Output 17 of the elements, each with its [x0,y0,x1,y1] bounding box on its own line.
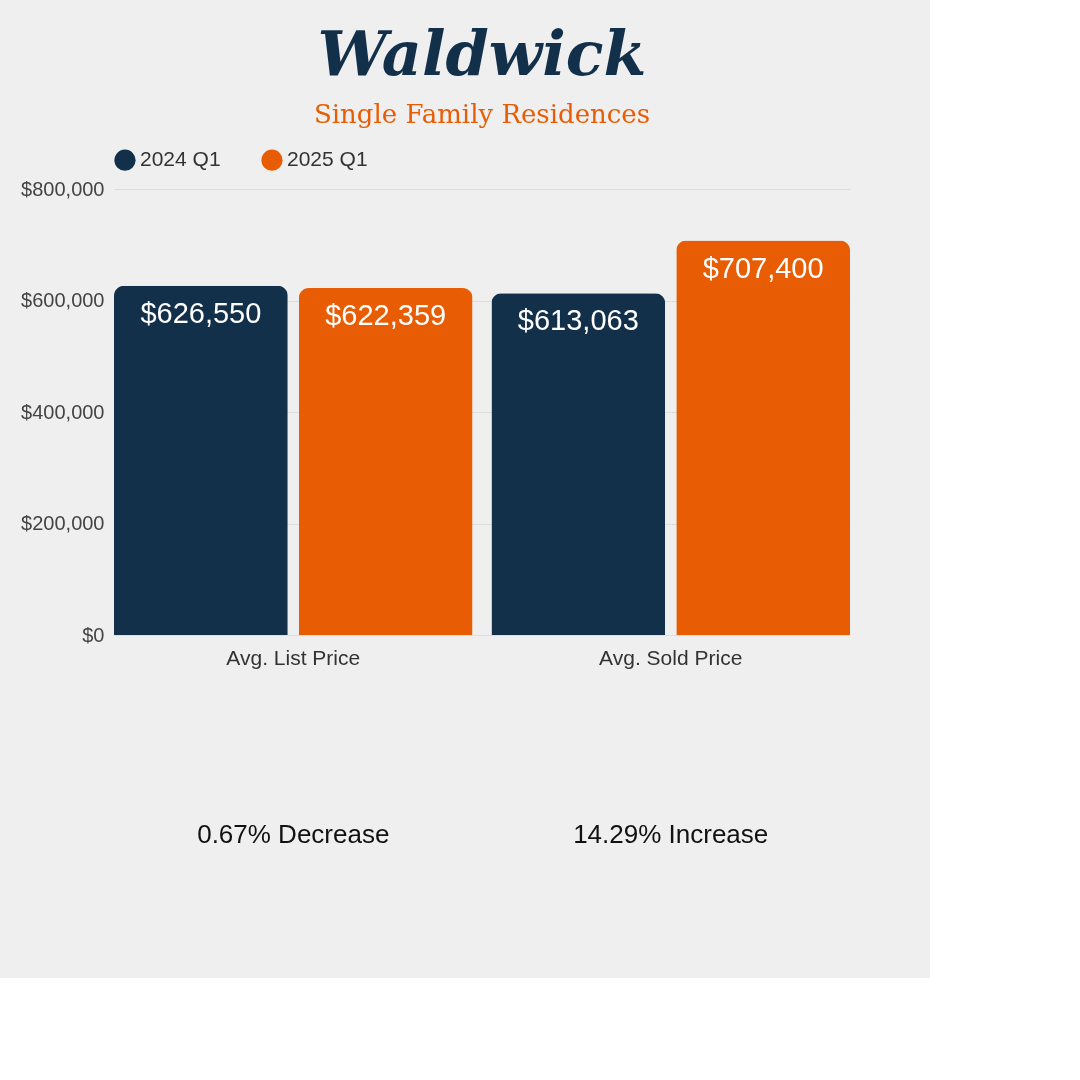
chart-title: Waldwick [317,17,647,90]
y-tick-label: $600,000 [21,289,105,311]
data-label: $613,063 [517,304,639,337]
x-tick-label: Avg. List Price [226,645,361,669]
data-label: $622,359 [325,299,447,332]
text: 0.67% Decrease [197,819,390,849]
legend-label: 2024 Q1 [140,147,221,171]
y-tick-label: $800,000 [21,177,105,200]
y-tick-label: $200,000 [21,512,105,534]
legend-label: 2025 Q1 [287,147,368,171]
x-tick-label: Avg. Sold Price [599,645,743,669]
data-label: $707,400 [702,251,824,284]
text: 14.29% Increase [573,819,769,849]
chart-subtitle: Single Family Residences [313,99,651,129]
y-tick-label: $0 [82,623,105,646]
y-tick-label: $400,000 [21,400,105,423]
data-label: $626,550 [140,296,262,329]
